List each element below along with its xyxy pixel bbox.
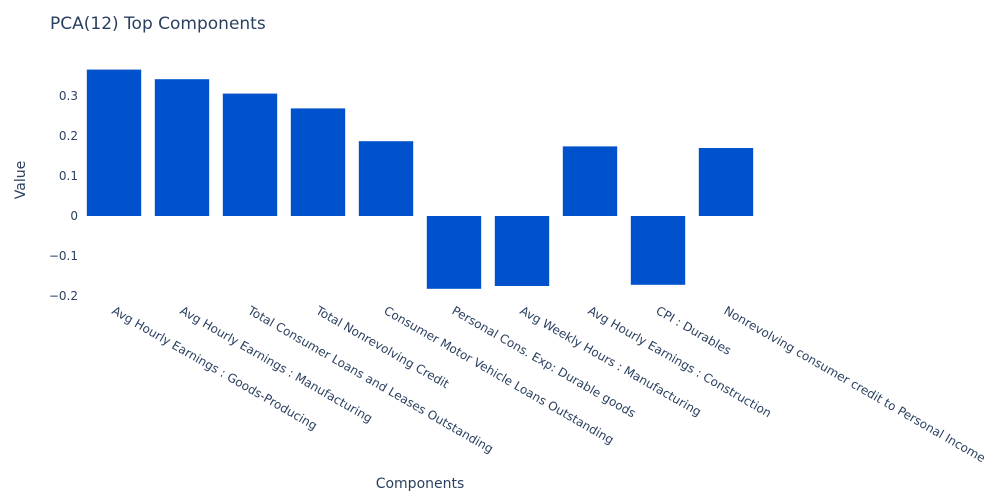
chart-title: PCA(12) Top Components bbox=[50, 14, 266, 34]
y-axis-ticks: 0.3 0.2 0.1 0 −0.1 −0.2 bbox=[49, 89, 78, 303]
y-axis-title: Value bbox=[13, 161, 29, 199]
bars bbox=[86, 69, 754, 289]
bar bbox=[494, 216, 550, 286]
y-tick-label: −0.1 bbox=[49, 249, 78, 263]
x-tick-label: Total Consumer Loans and Leases Outstand… bbox=[245, 303, 496, 456]
x-axis-ticks: Avg Hourly Earnings : Goods-ProducingAvg… bbox=[110, 303, 988, 465]
x-axis-title: Components bbox=[376, 476, 465, 492]
x-tick-label: Nonrevolving consumer credit to Personal… bbox=[722, 303, 988, 465]
y-tick-label: 0 bbox=[70, 209, 78, 223]
bar bbox=[222, 93, 278, 216]
bar bbox=[426, 216, 482, 289]
bar bbox=[562, 146, 618, 216]
bar bbox=[630, 216, 686, 285]
y-tick-label: −0.2 bbox=[49, 289, 78, 303]
bar bbox=[358, 141, 414, 216]
y-tick-label: 0.2 bbox=[59, 129, 78, 143]
bar bbox=[154, 79, 210, 216]
y-tick-label: 0.1 bbox=[59, 169, 78, 183]
y-tick-label: 0.3 bbox=[59, 89, 78, 103]
bar bbox=[290, 108, 346, 216]
bar bbox=[698, 148, 754, 216]
bar bbox=[86, 69, 142, 216]
